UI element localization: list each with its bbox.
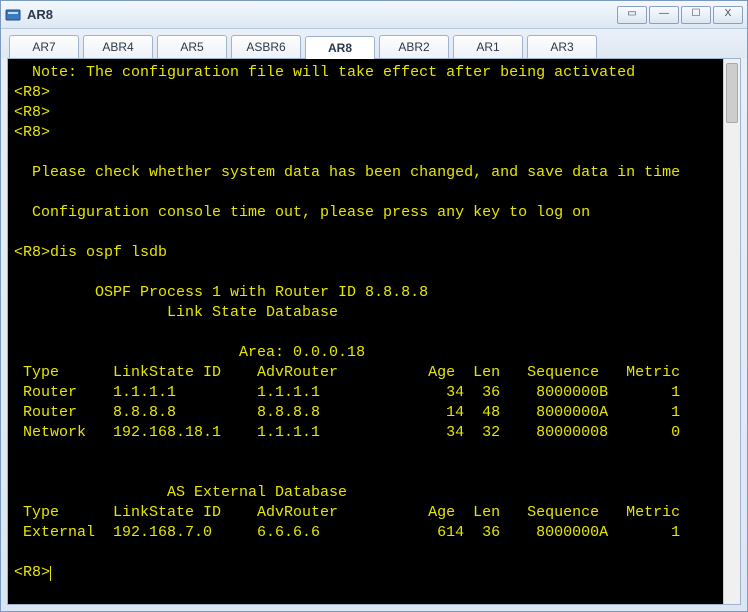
extra-button[interactable]: ▭ [617,6,647,24]
app-window: AR8 ▭ — ☐ X AR7 ABR4 AR5 ASBR6 AR8 ABR2 … [0,0,748,612]
tab-ar8[interactable]: AR8 [305,36,375,59]
tab-asbr6[interactable]: ASBR6 [231,35,301,58]
tab-ar1[interactable]: AR1 [453,35,523,58]
vertical-scrollbar[interactable] [723,59,740,604]
terminal-panel: Note: The configuration file will take e… [7,58,741,605]
tab-ar7[interactable]: AR7 [9,35,79,58]
tab-bar: AR7 ABR4 AR5 ASBR6 AR8 ABR2 AR1 AR3 [1,29,747,58]
tab-ar5[interactable]: AR5 [157,35,227,58]
maximize-button[interactable]: ☐ [681,6,711,24]
window-title: AR8 [27,7,617,22]
app-icon [5,7,21,23]
scroll-thumb[interactable] [726,63,738,123]
window-controls: ▭ — ☐ X [617,6,743,24]
tab-ar3[interactable]: AR3 [527,35,597,58]
close-button[interactable]: X [713,6,743,24]
minimize-button[interactable]: — [649,6,679,24]
tab-abr2[interactable]: ABR2 [379,35,449,58]
titlebar: AR8 ▭ — ☐ X [1,1,747,29]
tab-abr4[interactable]: ABR4 [83,35,153,58]
terminal-output[interactable]: Note: The configuration file will take e… [8,59,723,604]
